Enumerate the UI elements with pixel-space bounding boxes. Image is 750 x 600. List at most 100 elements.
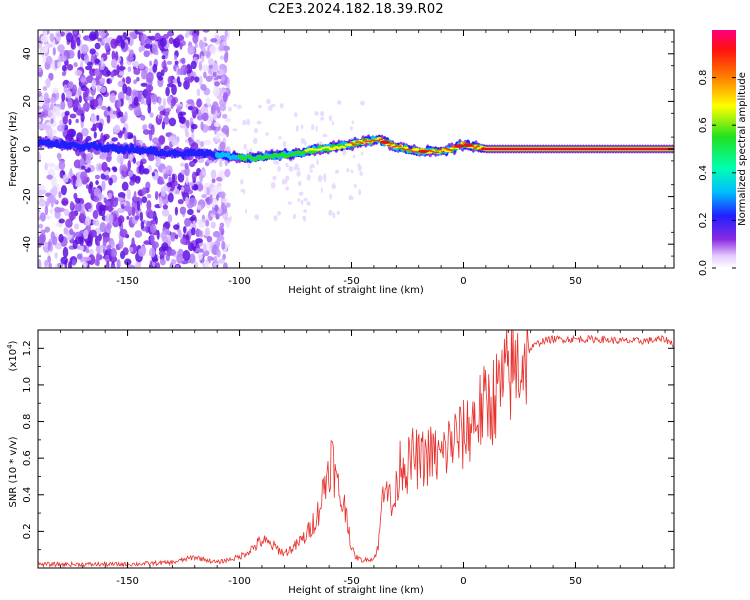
noise-blob [112, 167, 118, 173]
noise-blob [128, 97, 133, 106]
noise-blob [175, 189, 180, 195]
noise-speckle [322, 133, 328, 138]
snr-y-multiplier-close: ) [8, 340, 19, 344]
noise-speckle [309, 165, 313, 169]
noise-blob [174, 206, 178, 216]
noise-speckle [233, 103, 237, 107]
noise-blob [151, 43, 158, 55]
noise-blob [165, 112, 169, 118]
noise-blob [174, 60, 179, 65]
noise-blob [220, 203, 225, 211]
noise-blob [62, 174, 69, 183]
noise-blob [68, 261, 72, 268]
ridge-cell [378, 138, 384, 140]
noise-blob [104, 42, 110, 51]
noise-blob [108, 214, 114, 225]
noise-blob [124, 258, 132, 266]
noise-blob [177, 229, 182, 238]
noise-blob [49, 33, 55, 43]
noise-blob [72, 84, 77, 94]
noise-blob [114, 51, 119, 61]
noise-speckle [331, 120, 334, 126]
noise-blob [105, 51, 111, 55]
noise-blob [99, 64, 105, 71]
noise-speckle [315, 125, 318, 132]
noise-blob [217, 184, 222, 193]
ridge-cell [404, 146, 409, 150]
noise-blob [200, 121, 204, 131]
noise-blob [205, 97, 210, 103]
noise-blob [105, 70, 111, 76]
noise-speckle [237, 104, 242, 110]
noise-blob [106, 222, 112, 230]
noise-speckle [300, 124, 304, 130]
noise-blob [205, 228, 210, 237]
noise-blob [150, 234, 155, 245]
noise-blob [164, 221, 171, 229]
noise-blob [221, 240, 226, 250]
noise-speckle [303, 197, 308, 202]
ridge-cell [400, 147, 405, 150]
x-tick-label: -150 [116, 276, 139, 287]
noise-blob [57, 61, 62, 69]
noise-blob [191, 171, 197, 181]
noise-blob [98, 30, 107, 38]
noise-blob [146, 220, 152, 228]
noise-blob [111, 137, 118, 142]
noise-speckle [246, 148, 249, 155]
y-tick-label: 0.4 [22, 487, 33, 503]
y-tick-label: 0 [22, 146, 33, 152]
noise-speckle [358, 189, 362, 196]
noise-blob [225, 219, 231, 228]
noise-blob [85, 135, 92, 142]
noise-speckle [328, 115, 333, 122]
noise-blob [110, 264, 116, 268]
noise-blob [165, 252, 170, 262]
snr-y-multiplier: (x104) [6, 340, 19, 371]
noise-blob [205, 203, 212, 209]
noise-speckle [311, 124, 315, 131]
noise-blob [80, 245, 85, 251]
ridge-cell [408, 149, 413, 151]
noise-blob [173, 37, 181, 48]
noise-blob [54, 165, 60, 171]
y-tick-label: 0.2 [22, 523, 33, 539]
noise-blob [158, 96, 162, 106]
noise-blob [110, 71, 115, 78]
noise-blob [111, 50, 116, 61]
noise-blob [171, 97, 177, 107]
noise-blob [61, 197, 69, 206]
noise-blob [92, 209, 99, 220]
noise-blob [95, 245, 104, 254]
noise-blob [195, 229, 202, 237]
noise-blob [219, 132, 225, 137]
noise-blob [155, 157, 161, 166]
noise-blob [125, 76, 132, 85]
noise-blob [99, 77, 106, 85]
noise-blob [46, 174, 53, 180]
noise-blob [193, 185, 198, 191]
noise-blob [158, 196, 163, 208]
noise-blob [123, 153, 127, 160]
noise-blob [159, 37, 167, 48]
noise-blob [176, 253, 184, 264]
ridge-cell [376, 139, 381, 142]
noise-blob [89, 181, 94, 189]
noise-blob [85, 184, 90, 190]
noise-speckle [281, 178, 286, 185]
noise-blob [143, 124, 148, 130]
noise-blob [192, 33, 199, 44]
noise-blob [74, 231, 83, 237]
noise-blob [137, 93, 142, 102]
noise-blob [163, 229, 171, 236]
noise-blob [145, 72, 154, 83]
noise-blob [218, 157, 223, 168]
noise-blob [135, 111, 142, 116]
noise-blob [138, 63, 145, 70]
noise-blob [179, 124, 187, 129]
ridge-cell [331, 147, 336, 150]
noise-blob [141, 69, 148, 80]
noise-blob [99, 155, 104, 160]
ridge-cell [438, 149, 443, 151]
noise-blob [100, 57, 104, 67]
